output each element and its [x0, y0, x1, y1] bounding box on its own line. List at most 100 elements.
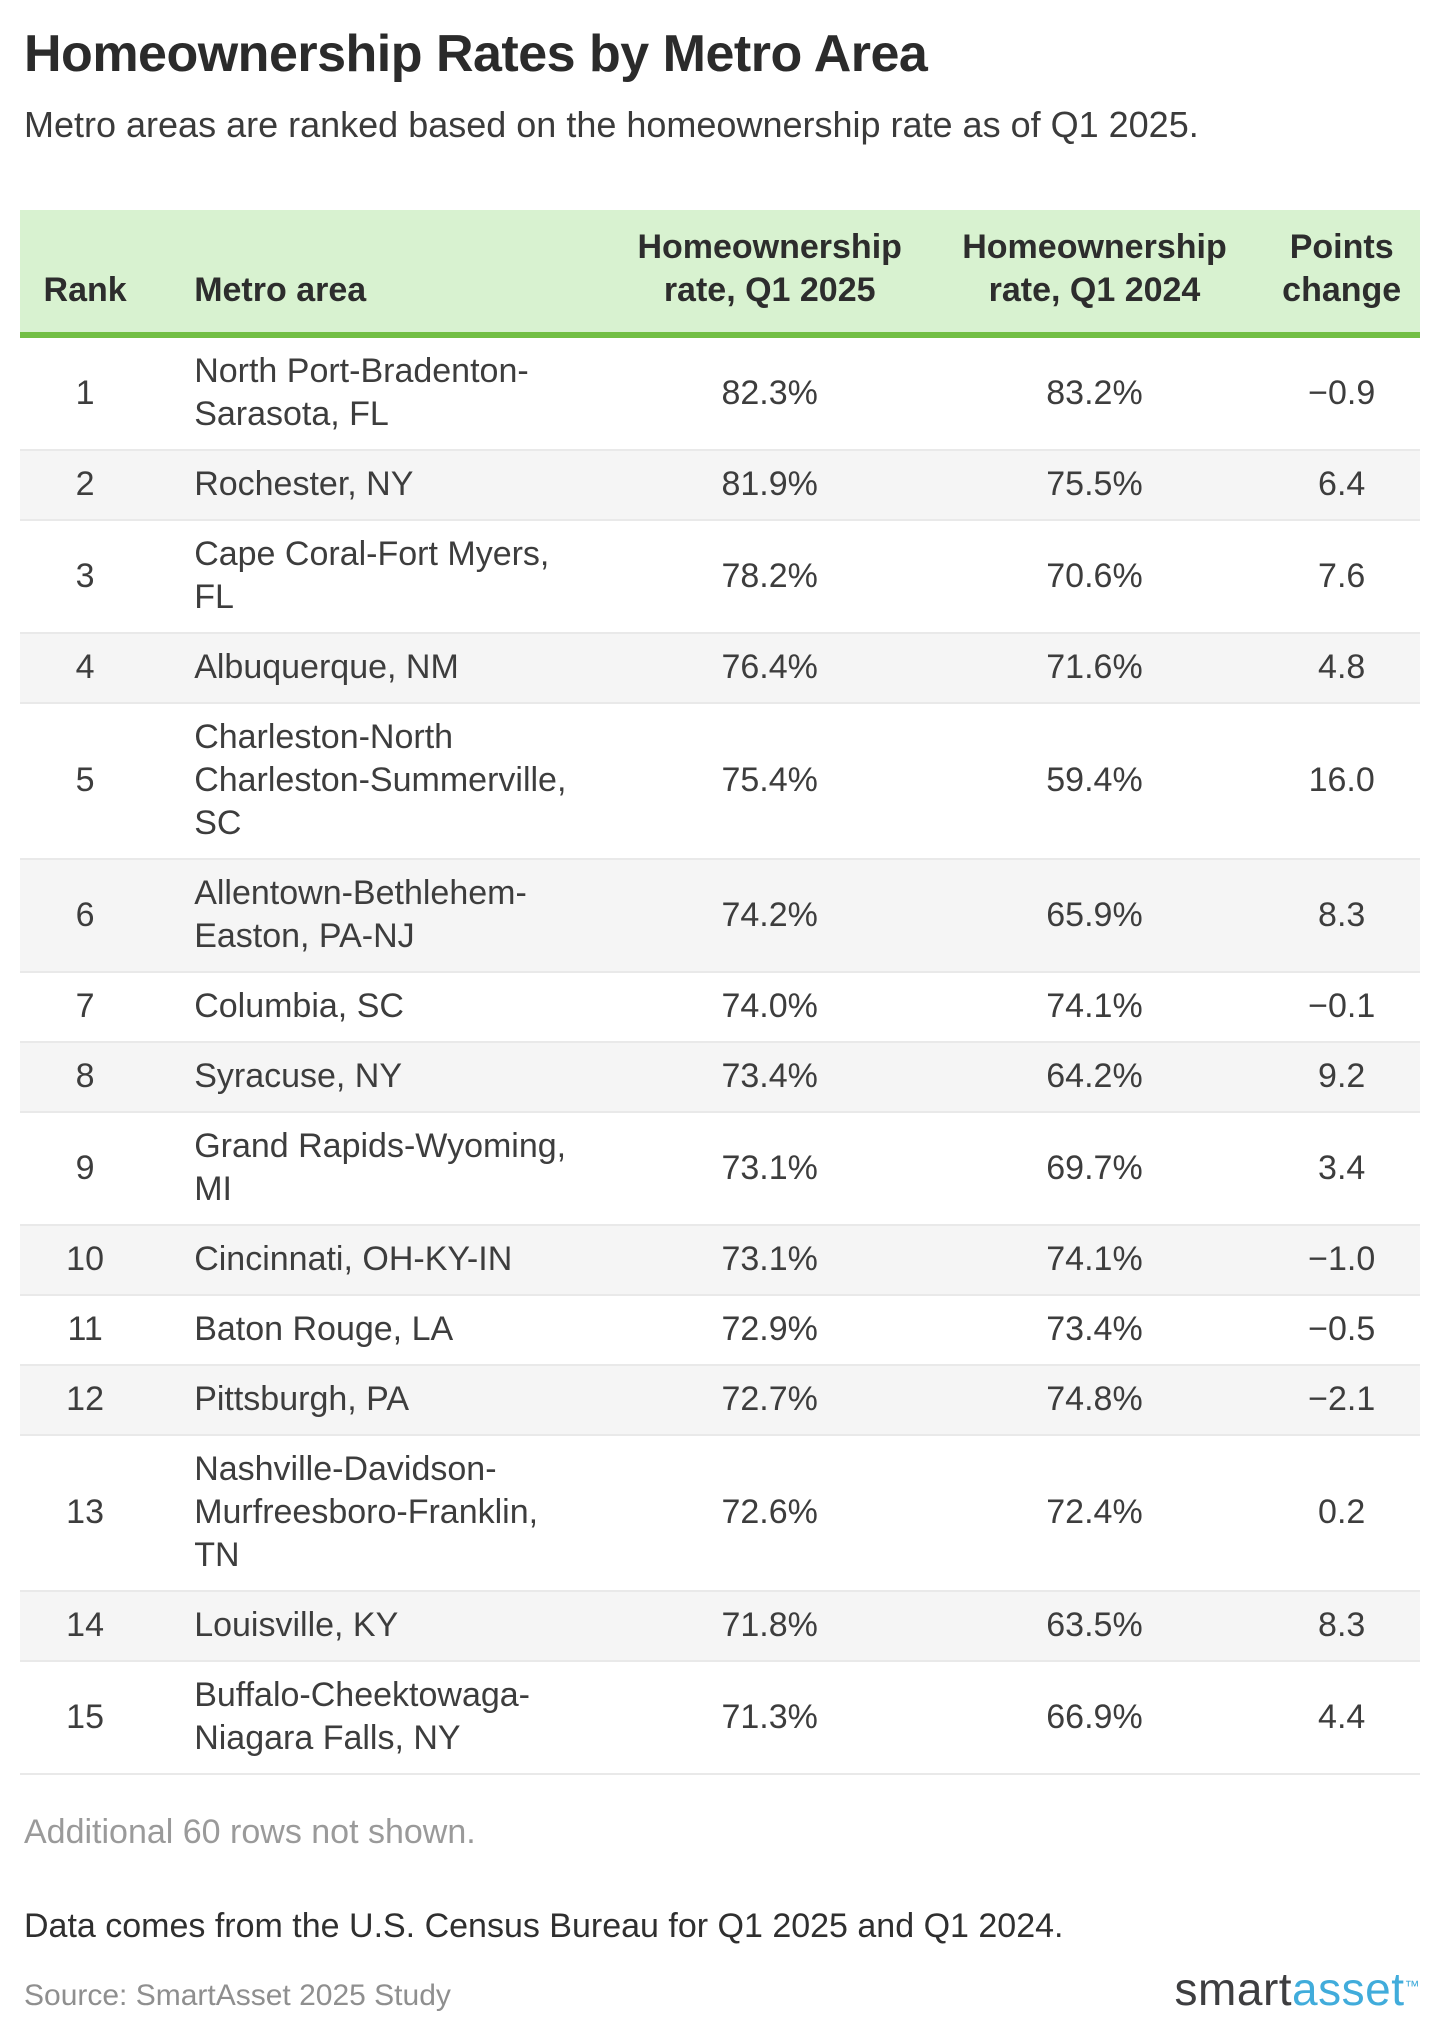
metro-area-cell: Baton Rouge, LA: [194, 1310, 454, 1348]
table-row: 14 Louisville, KY 71.8% 63.5% 8.3: [20, 1591, 1420, 1661]
data-source-note: Data comes from the U.S. Census Bureau f…: [24, 1907, 1064, 1945]
rate-q1-2025-cell: 71.8%: [721, 1606, 818, 1644]
points-change-cell: −1.0: [1308, 1240, 1376, 1278]
rate-q1-2025-cell: 76.4%: [721, 648, 818, 686]
rank-cell: 10: [66, 1240, 104, 1278]
rate-q1-2024-cell: 72.4%: [1046, 1493, 1143, 1531]
rate-q1-2024-cell: 71.6%: [1046, 648, 1143, 686]
points-change-cell: 6.4: [1318, 465, 1366, 503]
table-row: 5 Charleston-North Charleston-Summerville…: [20, 703, 1420, 859]
rate-q1-2025-cell: 74.0%: [721, 987, 818, 1025]
points-change-cell: 4.8: [1318, 648, 1366, 686]
rate-q1-2024-cell: 75.5%: [1046, 465, 1143, 503]
metro-area-cell: Grand Rapids-Wyoming, MI: [194, 1127, 567, 1208]
table-row: 4 Albuquerque, NM 76.4% 71.6% 4.8: [20, 633, 1420, 703]
points-change-cell: 8.3: [1318, 1606, 1366, 1644]
metro-area-cell: Louisville, KY: [194, 1606, 399, 1644]
rank-cell: 6: [75, 895, 95, 934]
points-change-cell: 4.4: [1318, 1697, 1366, 1736]
table-row: 6 Allentown-Bethlehem- Easton, PA-NJ 74.2%…: [20, 859, 1420, 972]
rate-q1-2024-cell: 59.4%: [1046, 761, 1143, 799]
metro-area-cell: Cape Coral-Fort Myers, FL: [194, 535, 550, 616]
header-rate-q1-2025: Homeownership rate, Q1 2025: [589, 210, 950, 338]
points-change-cell: 0.2: [1318, 1493, 1366, 1531]
rank-cell: 9: [75, 1148, 95, 1187]
points-change-cell: 16.0: [1308, 761, 1375, 799]
rank-cell: 8: [75, 1057, 95, 1095]
metro-area-cell: Allentown-Bethlehem- Easton, PA-NJ: [194, 874, 527, 955]
page-subtitle: Metro areas are ranked based on the home…: [24, 104, 1199, 145]
rate-q1-2024-cell: 83.2%: [1046, 373, 1143, 412]
logo-text-smart: smart: [1174, 1963, 1293, 2015]
rank-cell: 1: [75, 373, 95, 412]
table-row: 10 Cincinnati, OH-KY-IN 73.1% 74.1% −1.0: [20, 1225, 1420, 1295]
metro-area-cell: Albuquerque, NM: [194, 648, 459, 686]
table-row: 15 Buffalo-Cheektowaga- Niagara Falls, NY…: [20, 1661, 1420, 1774]
rate-q1-2025-cell: 74.2%: [721, 895, 818, 934]
points-change-cell: −0.9: [1308, 373, 1376, 412]
points-change-cell: −0.5: [1308, 1310, 1376, 1348]
metro-area-cell: Columbia, SC: [194, 987, 404, 1025]
rate-q1-2024-cell: 70.6%: [1046, 556, 1143, 595]
table-row: 11 Baton Rouge, LA 72.9% 73.4% −0.5: [20, 1295, 1420, 1365]
table-header-row: Rank Metro area Homeownership rate, Q1 2…: [20, 210, 1420, 338]
rate-q1-2024-cell: 74.1%: [1046, 987, 1143, 1025]
points-change-cell: 8.3: [1318, 895, 1366, 934]
table-body: 1 North Port-Bradenton- Sarasota, FL 82.3%…: [20, 335, 1420, 1774]
infographic-page: Homeownership Rates by Metro Area Metro …: [20, 24, 1420, 2016]
homeownership-table: Rank Metro area Homeownership rate, Q1 2…: [20, 210, 1420, 1775]
additional-rows-note: Additional 60 rows not shown.: [24, 1813, 476, 1851]
table-row: 2 Rochester, NY 81.9% 75.5% 6.4: [20, 450, 1420, 520]
rate-q1-2025-cell: 73.1%: [721, 1240, 818, 1278]
metro-area-cell: Cincinnati, OH-KY-IN: [194, 1240, 513, 1278]
metro-area-cell: Syracuse, NY: [194, 1057, 403, 1095]
rate-q1-2024-cell: 65.9%: [1046, 895, 1143, 934]
metro-area-cell: Charleston-North Charleston-Summerville,…: [194, 718, 567, 842]
rank-cell: 7: [75, 987, 95, 1025]
source-note: Source: SmartAsset 2025 Study: [24, 1979, 451, 2012]
rank-cell: 5: [75, 761, 95, 799]
metro-area-cell: North Port-Bradenton- Sarasota, FL: [194, 352, 529, 433]
rate-q1-2025-cell: 72.6%: [721, 1493, 818, 1531]
footer-row: Source: SmartAsset 2025 Study smartasset…: [24, 1965, 1420, 2016]
points-change-cell: −0.1: [1308, 987, 1376, 1025]
points-change-cell: 9.2: [1318, 1057, 1366, 1095]
points-change-cell: 3.4: [1318, 1148, 1366, 1187]
rate-q1-2025-cell: 73.1%: [721, 1148, 818, 1187]
rate-q1-2024-cell: 73.4%: [1046, 1310, 1143, 1348]
metro-area-cell: Buffalo-Cheektowaga- Niagara Falls, NY: [194, 1676, 530, 1757]
rank-cell: 14: [66, 1606, 104, 1644]
smartasset-logo: smartasset™: [1175, 1965, 1420, 2013]
rate-q1-2025-cell: 78.2%: [721, 556, 818, 595]
rank-cell: 12: [66, 1380, 104, 1418]
rate-q1-2024-cell: 69.7%: [1046, 1148, 1143, 1187]
rate-q1-2024-cell: 63.5%: [1046, 1606, 1143, 1644]
rank-cell: 2: [75, 465, 95, 503]
rate-q1-2024-cell: 74.8%: [1046, 1380, 1143, 1418]
points-change-cell: 7.6: [1318, 556, 1366, 595]
table-row: 13 Nashville-Davidson- Murfreesboro-Frank…: [20, 1435, 1420, 1591]
metro-area-cell: Nashville-Davidson- Murfreesboro-Frankli…: [194, 1450, 539, 1574]
table-row: 7 Columbia, SC 74.0% 74.1% −0.1: [20, 972, 1420, 1042]
logo-text-asset: asset: [1292, 1963, 1405, 2015]
rate-q1-2025-cell: 73.4%: [721, 1057, 818, 1095]
rank-cell: 13: [66, 1493, 104, 1531]
header-metro-area: Metro area: [150, 210, 590, 338]
rate-q1-2025-cell: 82.3%: [721, 373, 818, 412]
rate-q1-2025-cell: 72.7%: [721, 1380, 818, 1418]
table-row: 12 Pittsburgh, PA 72.7% 74.8% −2.1: [20, 1365, 1420, 1435]
metro-area-cell: Rochester, NY: [194, 465, 414, 503]
rate-q1-2025-cell: 75.4%: [721, 761, 818, 799]
table-row: 8 Syracuse, NY 73.4% 64.2% 9.2: [20, 1042, 1420, 1112]
page-title: Homeownership Rates by Metro Area: [24, 25, 928, 83]
points-change-cell: −2.1: [1308, 1380, 1376, 1418]
rank-cell: 15: [66, 1697, 104, 1736]
header-rank: Rank: [20, 210, 151, 338]
rate-q1-2025-cell: 81.9%: [721, 465, 818, 503]
rate-q1-2024-cell: 64.2%: [1046, 1057, 1143, 1095]
table-row: 3 Cape Coral-Fort Myers, FL 78.2% 70.6% 7.6: [20, 520, 1420, 633]
table-row: 1 North Port-Bradenton- Sarasota, FL 82.3%…: [20, 335, 1420, 450]
metro-area-cell: Pittsburgh, PA: [194, 1380, 409, 1418]
rate-q1-2024-cell: 74.1%: [1046, 1240, 1143, 1278]
table-header: Rank Metro area Homeownership rate, Q1 2…: [20, 210, 1420, 338]
